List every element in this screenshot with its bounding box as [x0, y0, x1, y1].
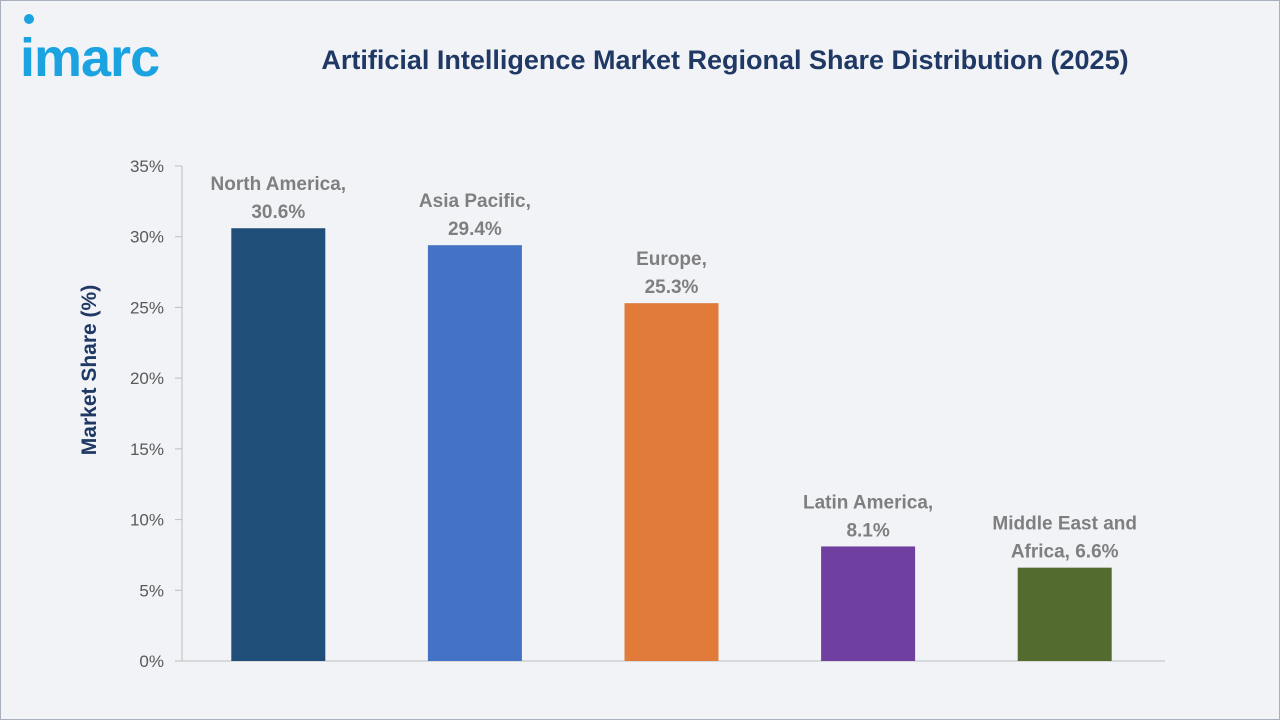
y-tick-label: 10%	[130, 511, 164, 530]
data-label: Europe, 25.3%	[636, 249, 707, 298]
y-tick-label: 30%	[130, 228, 164, 247]
data-label-line: Europe,	[636, 249, 707, 270]
bar-latin-america	[821, 546, 916, 661]
data-label: Asia Pacific, 29.4%	[419, 191, 531, 240]
y-tick-label: 20%	[130, 369, 164, 388]
y-tick-label: 25%	[130, 298, 164, 317]
data-labels: North America, 30.6% Asia Pacific, 29.4% Eur…	[211, 174, 1137, 562]
data-label-line: Asia Pacific,	[419, 191, 531, 212]
bar-europe	[624, 303, 719, 661]
data-label-line: 8.1%	[846, 520, 889, 541]
data-label-line: 30.6%	[251, 202, 305, 223]
data-label-line: North America,	[211, 174, 347, 195]
data-label-line: 29.4%	[448, 219, 502, 240]
imarc-logo-mark: imarc	[20, 14, 160, 84]
data-label: North America, 30.6%	[211, 174, 347, 223]
bar-north-america	[231, 228, 326, 661]
bar-middle-east-and-africa	[1017, 567, 1112, 661]
bar-asia-pacific	[427, 245, 522, 661]
y-tick-label: 5%	[139, 581, 164, 600]
bars	[231, 228, 1112, 661]
y-tick-label: 0%	[139, 652, 164, 671]
imarc-logo-text: imarc	[20, 28, 159, 84]
data-label-line: 25.3%	[645, 277, 699, 298]
chart-title: Artificial Intelligence Market Regional …	[321, 45, 1129, 75]
data-label-line: Latin America,	[803, 492, 933, 513]
data-label: Latin America, 8.1%	[803, 492, 933, 541]
y-tick-label: 15%	[130, 440, 164, 459]
data-label: Middle East and Africa, 6.6%	[992, 514, 1137, 563]
data-label-line: Africa, 6.6%	[1011, 542, 1119, 563]
y-tick-label: 35%	[130, 157, 164, 176]
imarc-logo: imarc	[20, 14, 205, 84]
data-label-line: Middle East and	[992, 514, 1137, 535]
y-axis-label: Market Share (%)	[78, 285, 101, 455]
